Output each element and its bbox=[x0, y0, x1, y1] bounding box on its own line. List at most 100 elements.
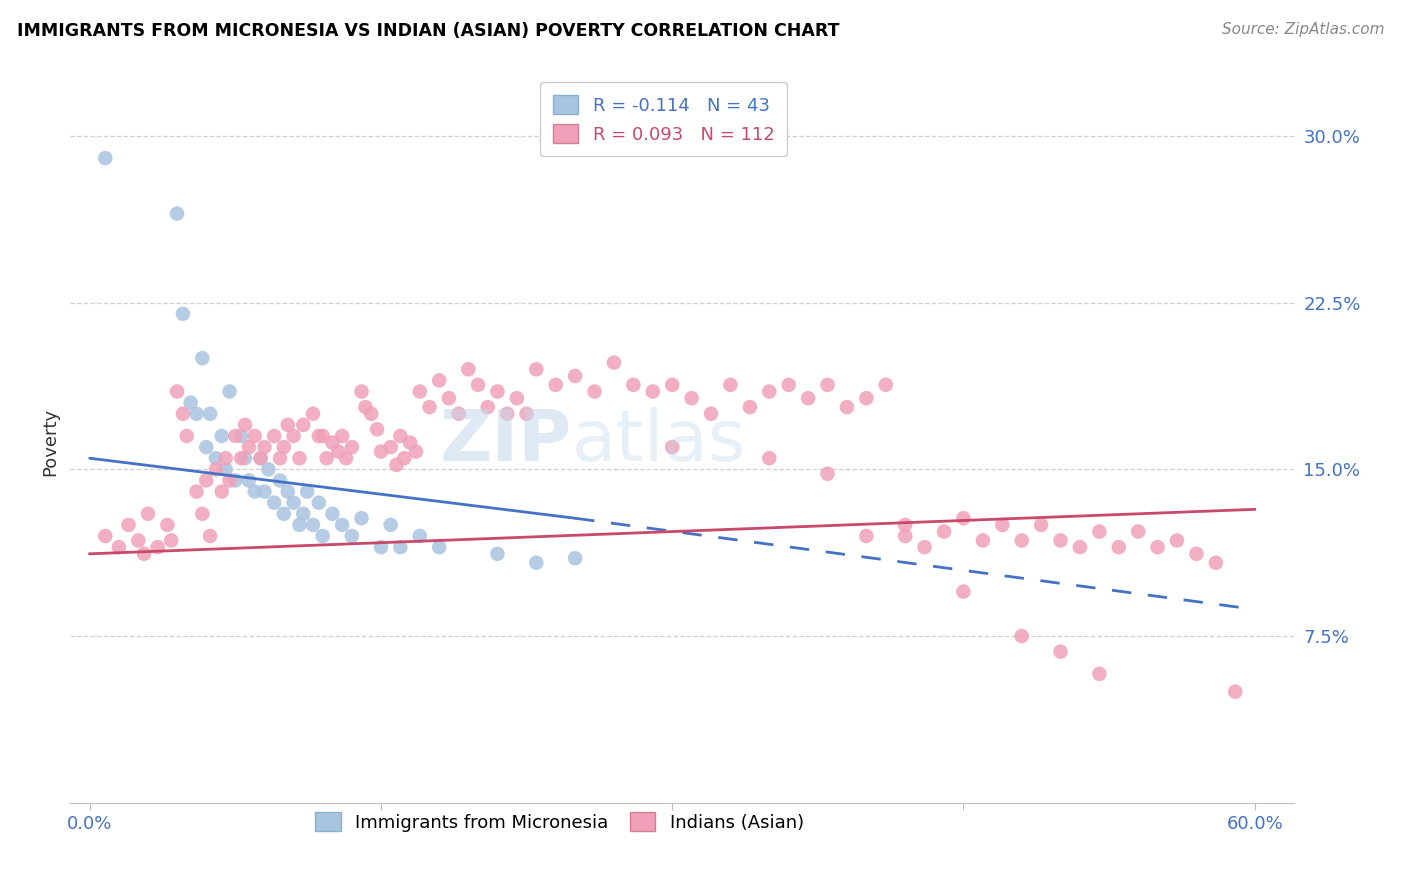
Point bbox=[875, 377, 897, 392]
Point bbox=[94, 529, 117, 543]
Point bbox=[486, 384, 509, 399]
Point bbox=[238, 474, 260, 488]
Point bbox=[817, 377, 839, 392]
Point bbox=[447, 407, 470, 421]
Point bbox=[205, 451, 228, 466]
Point bbox=[214, 462, 236, 476]
Point bbox=[1166, 533, 1188, 548]
Text: atlas: atlas bbox=[572, 407, 747, 476]
Point bbox=[389, 429, 412, 443]
Point bbox=[366, 422, 388, 436]
Point bbox=[321, 435, 343, 450]
Point bbox=[108, 540, 131, 554]
Point bbox=[370, 444, 392, 458]
Point bbox=[253, 484, 276, 499]
Point bbox=[160, 533, 183, 548]
Point bbox=[1185, 547, 1208, 561]
Point bbox=[894, 517, 917, 532]
Point bbox=[233, 451, 256, 466]
Point bbox=[360, 407, 382, 421]
Point bbox=[409, 529, 432, 543]
Point bbox=[186, 484, 208, 499]
Point bbox=[389, 540, 412, 554]
Point bbox=[273, 440, 295, 454]
Point bbox=[1146, 540, 1168, 554]
Point bbox=[496, 407, 519, 421]
Text: IMMIGRANTS FROM MICRONESIA VS INDIAN (ASIAN) POVERTY CORRELATION CHART: IMMIGRANTS FROM MICRONESIA VS INDIAN (AS… bbox=[17, 22, 839, 40]
Point bbox=[283, 496, 305, 510]
Point bbox=[308, 429, 330, 443]
Point bbox=[583, 384, 606, 399]
Point bbox=[253, 440, 276, 454]
Point bbox=[1088, 666, 1111, 681]
Point bbox=[156, 517, 179, 532]
Point bbox=[457, 362, 479, 376]
Point bbox=[641, 384, 664, 399]
Point bbox=[231, 451, 253, 466]
Point bbox=[778, 377, 800, 392]
Point bbox=[564, 368, 586, 383]
Point bbox=[283, 429, 305, 443]
Point bbox=[195, 474, 218, 488]
Point bbox=[380, 517, 402, 532]
Point bbox=[191, 507, 214, 521]
Point bbox=[330, 517, 353, 532]
Point bbox=[564, 551, 586, 566]
Point bbox=[117, 517, 139, 532]
Point bbox=[218, 474, 240, 488]
Point bbox=[817, 467, 839, 481]
Point bbox=[288, 451, 311, 466]
Y-axis label: Poverty: Poverty bbox=[41, 408, 59, 475]
Point bbox=[263, 429, 285, 443]
Point bbox=[399, 435, 422, 450]
Point bbox=[218, 384, 240, 399]
Point bbox=[269, 474, 291, 488]
Point bbox=[1205, 556, 1227, 570]
Point bbox=[758, 384, 780, 399]
Point bbox=[1049, 645, 1071, 659]
Point bbox=[176, 429, 198, 443]
Point bbox=[224, 429, 246, 443]
Point bbox=[146, 540, 169, 554]
Point bbox=[700, 407, 723, 421]
Point bbox=[661, 377, 683, 392]
Point bbox=[681, 391, 703, 405]
Point bbox=[1108, 540, 1130, 554]
Point bbox=[427, 373, 450, 387]
Point bbox=[1225, 684, 1247, 698]
Point bbox=[302, 517, 325, 532]
Point bbox=[477, 400, 499, 414]
Point bbox=[661, 440, 683, 454]
Point bbox=[835, 400, 858, 414]
Point bbox=[328, 444, 350, 458]
Point bbox=[257, 462, 280, 476]
Point bbox=[233, 417, 256, 432]
Point bbox=[952, 511, 974, 525]
Point bbox=[738, 400, 761, 414]
Point bbox=[198, 529, 221, 543]
Point bbox=[269, 451, 291, 466]
Point bbox=[427, 540, 450, 554]
Point bbox=[932, 524, 955, 539]
Point bbox=[214, 451, 236, 466]
Point bbox=[186, 407, 208, 421]
Legend: Immigrants from Micronesia, Indians (Asian): Immigrants from Micronesia, Indians (Asi… bbox=[307, 803, 813, 841]
Point bbox=[172, 307, 194, 321]
Point bbox=[136, 507, 159, 521]
Point bbox=[524, 362, 547, 376]
Point bbox=[330, 429, 353, 443]
Point bbox=[292, 417, 315, 432]
Point bbox=[797, 391, 820, 405]
Point bbox=[914, 540, 936, 554]
Point bbox=[321, 507, 343, 521]
Point bbox=[273, 507, 295, 521]
Point bbox=[277, 484, 299, 499]
Point bbox=[370, 540, 392, 554]
Point bbox=[516, 407, 538, 421]
Point bbox=[263, 496, 285, 510]
Point bbox=[166, 384, 188, 399]
Point bbox=[1049, 533, 1071, 548]
Point bbox=[308, 496, 330, 510]
Point bbox=[335, 451, 357, 466]
Point bbox=[350, 384, 373, 399]
